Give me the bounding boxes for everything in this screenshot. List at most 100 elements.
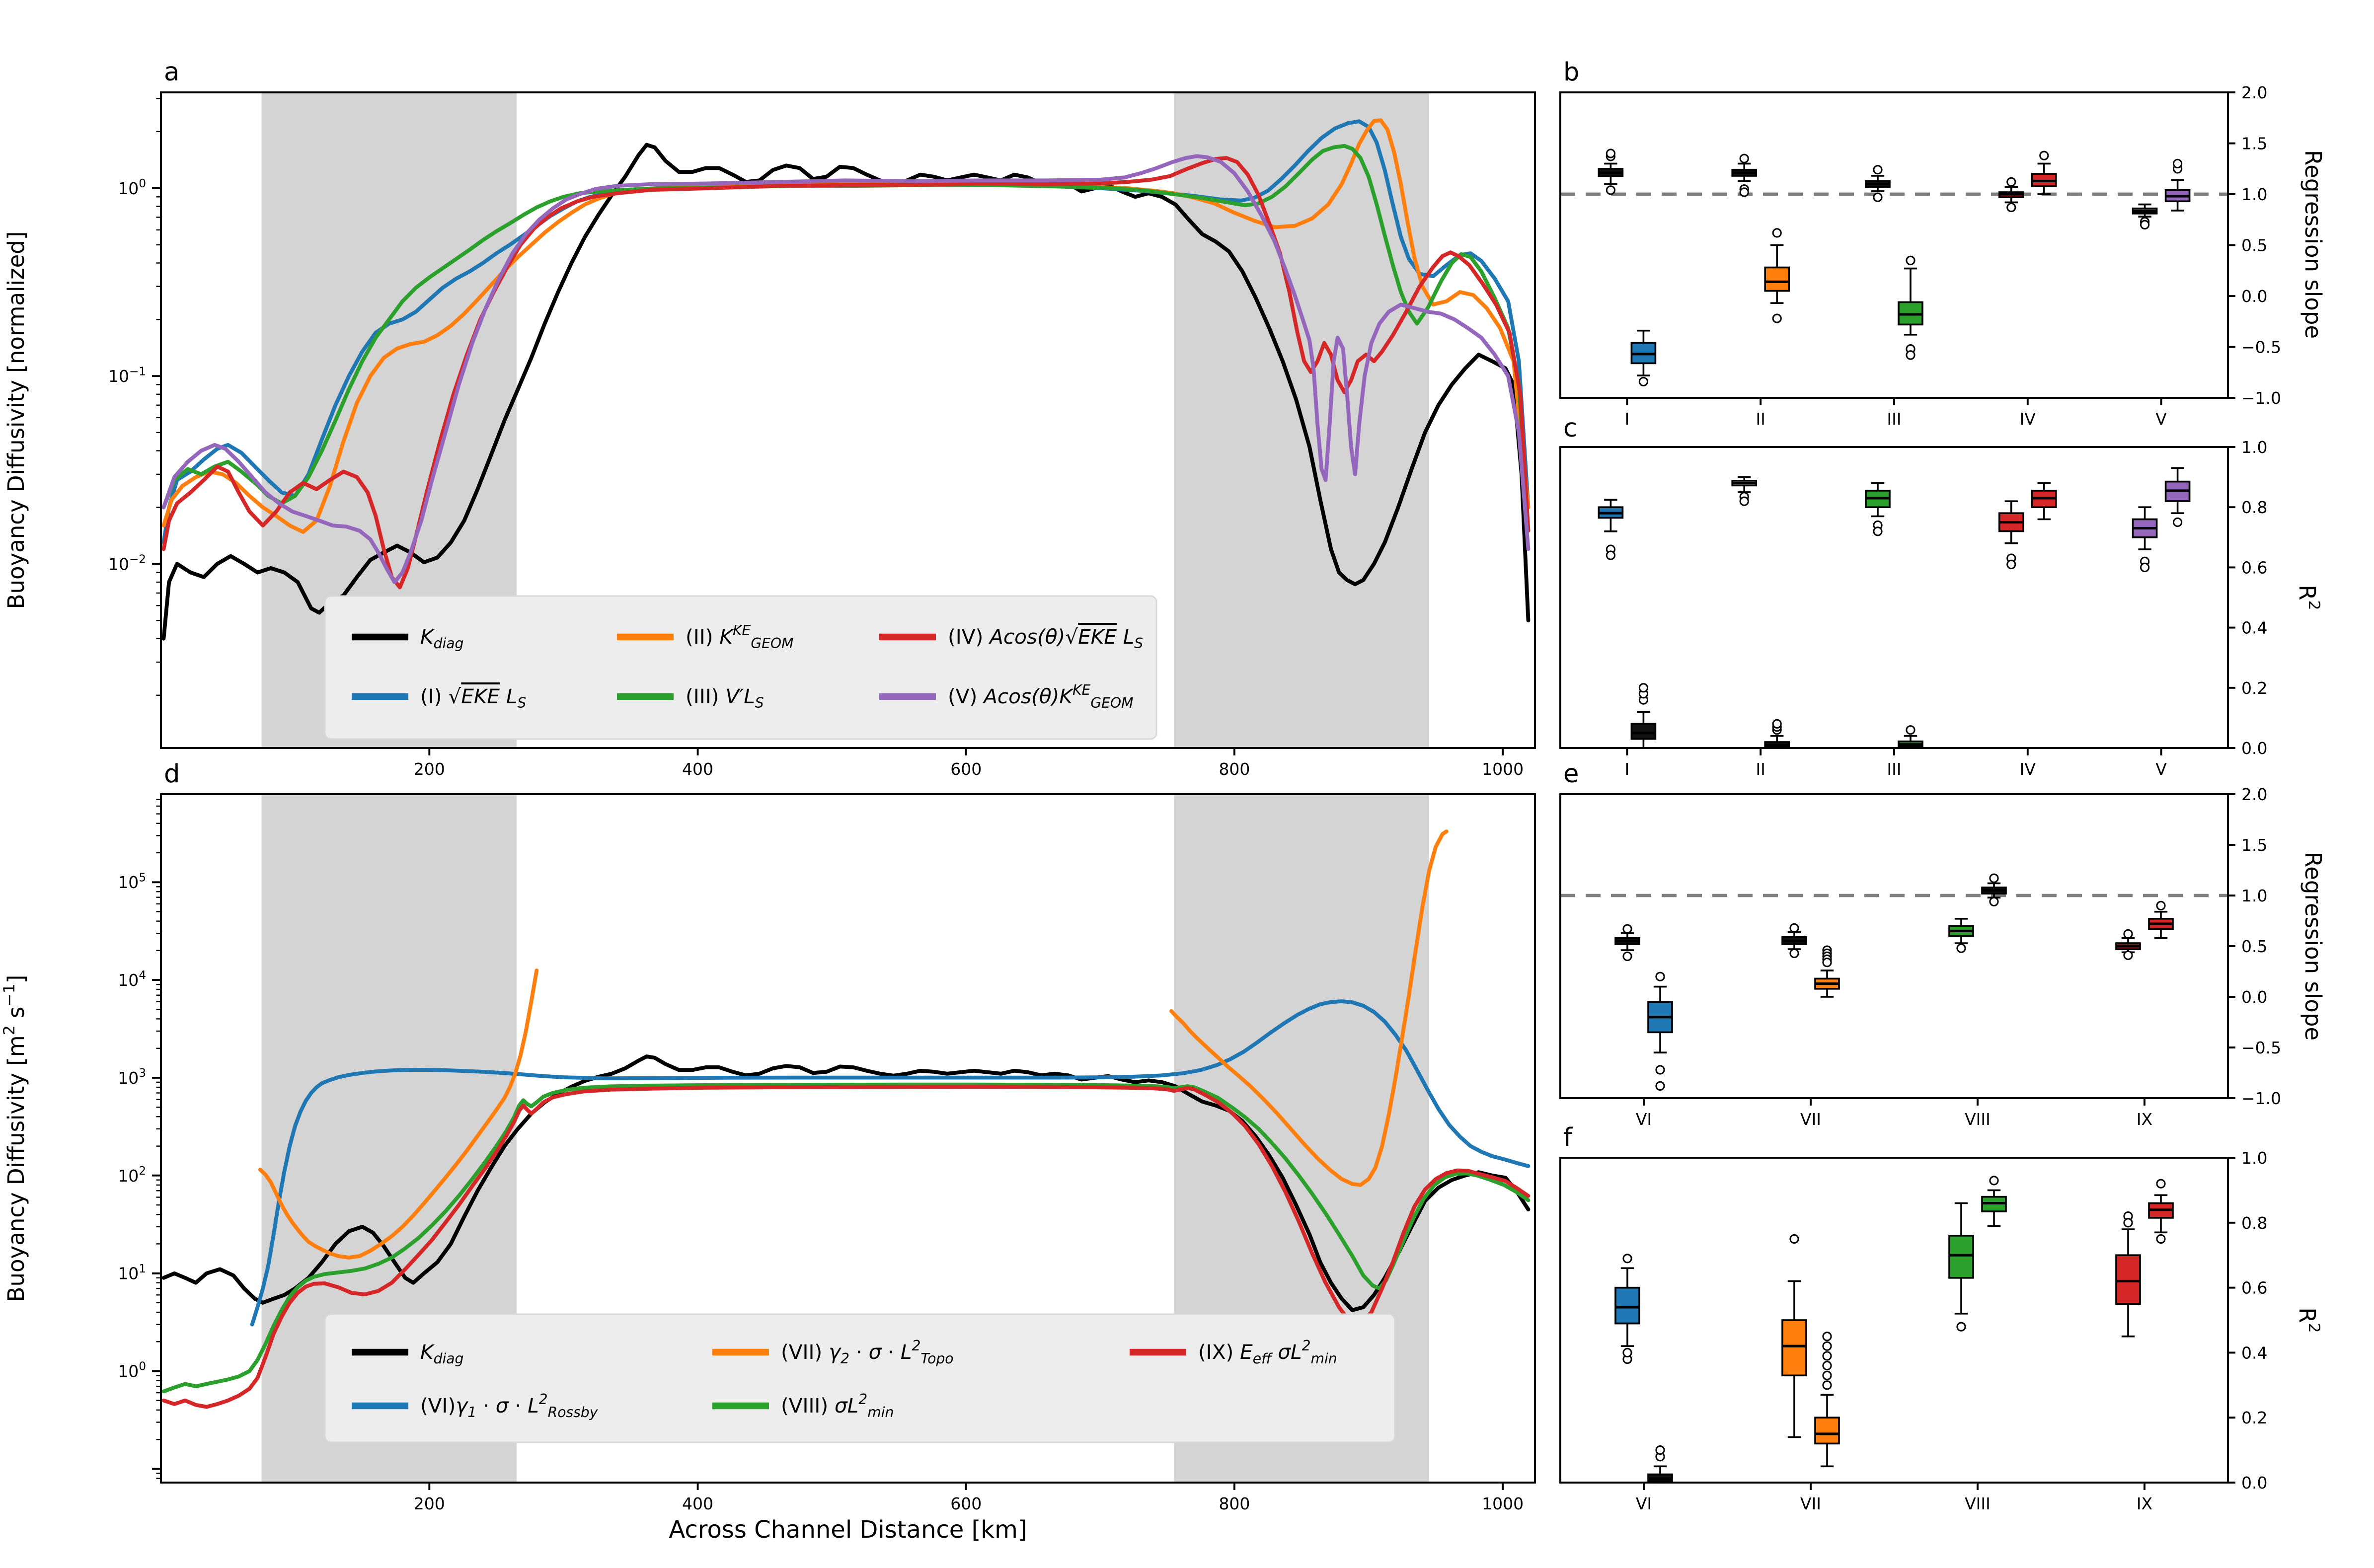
xtick-label: III bbox=[1887, 759, 1901, 779]
box bbox=[2115, 1254, 2141, 1305]
boxplot-IV-1 bbox=[1998, 500, 2024, 570]
tspan: 800 bbox=[1219, 1494, 1250, 1513]
tspan: 2 bbox=[139, 1165, 146, 1178]
tspan: σL bbox=[835, 1394, 858, 1418]
xtick-label: I bbox=[1625, 409, 1630, 429]
outlier bbox=[2140, 562, 2150, 573]
ytick-label: −0.5 bbox=[2241, 338, 2281, 357]
xtick-label: 600 bbox=[950, 759, 982, 779]
outlier bbox=[1956, 1322, 1966, 1332]
tspan: 1.0 bbox=[2241, 185, 2267, 204]
xtick-label: II bbox=[1756, 409, 1765, 429]
legend-a: Kdiag(I) √EKE LS(II) KKEGEOM(III) V′LS(I… bbox=[324, 595, 1157, 740]
ytick-label: 0.5 bbox=[2241, 236, 2267, 255]
xtick-label: 400 bbox=[682, 1494, 713, 1513]
tspan: 1.0 bbox=[2241, 886, 2267, 905]
x-axis-label: Across Channel Distance [km] bbox=[669, 1516, 1027, 1544]
tspan: VII bbox=[1800, 1110, 1821, 1129]
tspan: σ bbox=[496, 1394, 509, 1418]
ytick-label: 100 bbox=[118, 1360, 146, 1381]
ytick-label: 0.8 bbox=[2241, 1213, 2267, 1233]
outlier bbox=[1772, 313, 1782, 323]
xtick-label: VIII bbox=[1965, 1110, 1991, 1129]
tspan: R bbox=[2294, 1307, 2320, 1323]
boxplot-IX-1 bbox=[2115, 929, 2141, 960]
outlier bbox=[2156, 900, 2166, 911]
tspan: Across Channel Distance [km] bbox=[669, 1516, 1027, 1544]
ytick-label: 0.8 bbox=[2241, 498, 2267, 517]
tspan: 10 bbox=[108, 554, 129, 574]
outlier bbox=[1622, 1254, 1632, 1264]
tspan: IX bbox=[2137, 1110, 2152, 1129]
tspan: (I) bbox=[420, 684, 448, 708]
tspan: K bbox=[420, 625, 435, 649]
outlier bbox=[1655, 971, 1665, 981]
legend-label: Kdiag bbox=[420, 1340, 463, 1367]
tspan: −0.5 bbox=[2241, 1038, 2281, 1057]
tspan: Buoyancy Diffusivity [normalized] bbox=[3, 231, 29, 609]
tspan: VIII bbox=[1965, 1110, 1991, 1129]
panel-b: 2.01.51.00.50.0−0.5−1.0I II III IV V bbox=[1559, 83, 2281, 429]
xtick-label: 200 bbox=[414, 1494, 445, 1513]
tspan: 2 bbox=[841, 1350, 849, 1367]
tspan: I bbox=[1625, 409, 1630, 429]
panel-letter-d: d bbox=[164, 759, 180, 789]
panel-e: 2.0 1.5 1.0 0.5 0.0 −0.5 −1.0 VI VII VIII IX bbox=[1559, 785, 2281, 1129]
tspan: −1 bbox=[0, 983, 18, 1006]
tspan: L bbox=[528, 1394, 539, 1418]
boxplot-IV-1 bbox=[1998, 177, 2024, 213]
legend-box bbox=[324, 1313, 1396, 1443]
panel-letter-c: c bbox=[1563, 414, 1577, 443]
tspan: 0.4 bbox=[2241, 1343, 2267, 1362]
tspan: diag bbox=[434, 1350, 464, 1367]
tspan: 0.6 bbox=[2241, 558, 2267, 577]
ytick-label: 104 bbox=[118, 969, 146, 990]
tspan: 2 bbox=[1302, 1338, 1311, 1354]
box bbox=[1814, 1417, 1840, 1445]
series-VIII_sigma_Lmin2 bbox=[161, 1082, 1531, 1394]
tspan: 1.0 bbox=[2241, 1148, 2267, 1168]
tspan: −1 bbox=[129, 365, 146, 378]
tspan: γ bbox=[456, 1394, 468, 1418]
tspan: 1.5 bbox=[2241, 835, 2267, 855]
outlier bbox=[1789, 1234, 1799, 1244]
tspan: V′L bbox=[725, 684, 755, 708]
boxplot-I-1 bbox=[1598, 499, 1624, 560]
tspan: (VII) bbox=[781, 1340, 829, 1364]
tspan: −0.5 bbox=[2241, 338, 2281, 357]
tspan: IV bbox=[2020, 409, 2036, 429]
tspan: V bbox=[2155, 409, 2167, 429]
boxplot-III-2 bbox=[1898, 255, 1923, 360]
xtick-label: V bbox=[2155, 409, 2167, 429]
tspan: K bbox=[719, 625, 734, 649]
boxplot-III-1 bbox=[1865, 482, 1891, 536]
boxplot-IX-2 bbox=[2148, 1179, 2174, 1244]
xtick-label: III bbox=[1887, 409, 1901, 429]
outlier bbox=[1989, 896, 1999, 906]
tspan: 2 bbox=[2305, 1323, 2323, 1333]
xtick-label: IX bbox=[2137, 1110, 2152, 1129]
tspan: S bbox=[755, 695, 764, 711]
tspan: 2 bbox=[912, 1338, 920, 1354]
boxplot-II-1 bbox=[1731, 476, 1758, 506]
y-axis-label-d: Buoyancy Diffusivity [m2 s−1] bbox=[0, 975, 29, 1302]
tspan: (V) bbox=[948, 684, 984, 708]
tspan: E bbox=[1240, 1340, 1253, 1364]
outlier bbox=[2123, 1218, 2133, 1228]
boxplot-VIII-1 bbox=[1948, 918, 1974, 953]
ytick-label: 105 bbox=[118, 871, 146, 892]
tspan: 2 bbox=[858, 1391, 867, 1408]
outlier bbox=[1822, 1351, 1832, 1361]
tspan: S bbox=[1134, 635, 1143, 652]
tspan: 0.0 bbox=[2241, 1473, 2267, 1493]
tspan: Rossby bbox=[548, 1404, 598, 1420]
tspan: 10 bbox=[118, 1264, 139, 1283]
outlier bbox=[2173, 517, 2183, 527]
tspan: 0.8 bbox=[2241, 1213, 2267, 1233]
ytick-label: −1.0 bbox=[2241, 388, 2281, 408]
legend-label: (V) Acos(θ)KKEGEOM bbox=[948, 682, 1133, 711]
outlier bbox=[1606, 149, 1616, 158]
outlier bbox=[1739, 153, 1749, 163]
tspan: KE bbox=[1072, 682, 1090, 698]
